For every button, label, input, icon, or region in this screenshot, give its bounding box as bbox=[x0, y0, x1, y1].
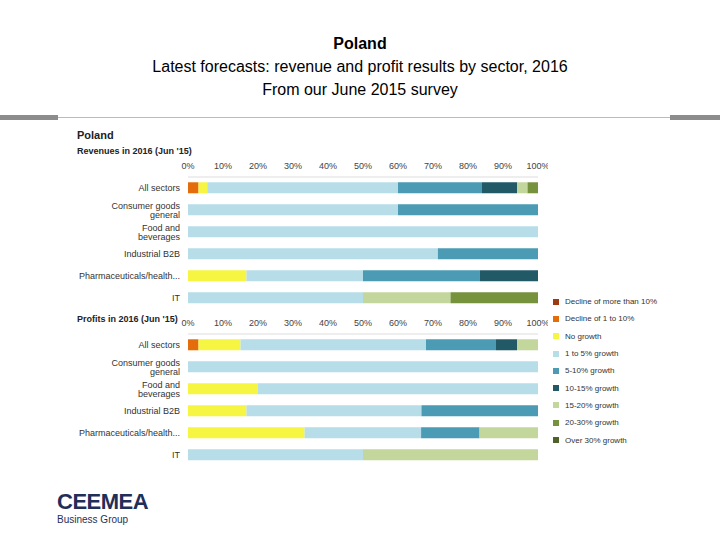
svg-text:10%: 10% bbox=[214, 161, 232, 171]
svg-text:70%: 70% bbox=[424, 318, 442, 328]
svg-text:60%: 60% bbox=[389, 161, 407, 171]
html-text:1 to 5% growth: 1 to 5% growth bbox=[565, 349, 619, 358]
html-text:15-20% growth: 15-20% growth bbox=[565, 400, 619, 410]
svg-text:40%: 40% bbox=[319, 161, 337, 171]
html-text:Over 30% growth: Over 30% growth bbox=[565, 435, 627, 445]
svg-text:90%: 90% bbox=[494, 161, 512, 171]
svg-text:30%: 30% bbox=[284, 161, 302, 171]
svg-text:0%: 0% bbox=[181, 161, 194, 171]
svg-text:Industrial B2B: Industrial B2B bbox=[124, 249, 180, 259]
svg-text:100%: 100% bbox=[526, 318, 548, 328]
svg-text:Consumer goodsgeneral: Consumer goodsgeneral bbox=[111, 358, 180, 377]
svg-text:50%: 50% bbox=[354, 161, 372, 171]
svg-text:Pharmaceuticals/health...: Pharmaceuticals/health... bbox=[79, 428, 180, 438]
svg-text:30%: 30% bbox=[284, 318, 302, 328]
svg-text:20%: 20% bbox=[249, 161, 267, 171]
html-text:Decline of 1 to 10%: Decline of 1 to 10% bbox=[565, 314, 635, 324]
svg-text:20%: 20% bbox=[249, 318, 267, 328]
html-text:Latest forecasts: revenue and: Latest forecasts: revenue and profit res… bbox=[152, 58, 568, 75]
svg-text:All sectors: All sectors bbox=[138, 340, 180, 350]
html-text:Business Group: Business Group bbox=[57, 514, 129, 525]
svg-text:Food andbeverages: Food andbeverages bbox=[138, 223, 181, 242]
html-text:Poland: Poland bbox=[333, 35, 387, 52]
svg-text:0%: 0% bbox=[181, 318, 194, 328]
svg-text:Consumer goodsgeneral: Consumer goodsgeneral bbox=[111, 201, 180, 220]
html-text:No growth: No growth bbox=[565, 331, 602, 341]
svg-text:70%: 70% bbox=[424, 161, 442, 171]
html-text:Revenues in 2016 (Jun '15): Revenues in 2016 (Jun '15) bbox=[77, 146, 192, 156]
svg-text:10%: 10% bbox=[214, 318, 232, 328]
svg-text:60%: 60% bbox=[389, 318, 407, 328]
html-text:5-10% growth: 5-10% growth bbox=[565, 366, 615, 376]
svg-text:Food andbeverages: Food andbeverages bbox=[138, 380, 181, 399]
html-text:20-30% growth: 20-30% growth bbox=[565, 418, 619, 428]
html-text:10-15% growth: 10-15% growth bbox=[565, 383, 619, 393]
svg-text:50%: 50% bbox=[354, 318, 372, 328]
html-text:Poland: Poland bbox=[77, 129, 114, 141]
svg-text:IT: IT bbox=[172, 293, 181, 303]
html-text:From our June 2015 survey: From our June 2015 survey bbox=[262, 81, 458, 98]
html-text:Profits in 2016 (Jun '15): Profits in 2016 (Jun '15) bbox=[77, 314, 178, 324]
svg-text:80%: 80% bbox=[459, 318, 477, 328]
html-text:Decline of more than 10%: Decline of more than 10% bbox=[565, 297, 658, 307]
svg-text:Industrial B2B: Industrial B2B bbox=[124, 406, 180, 416]
svg-text:IT: IT bbox=[172, 450, 181, 460]
html-text:CEEMEA: CEEMEA bbox=[57, 489, 149, 514]
svg-text:40%: 40% bbox=[319, 318, 337, 328]
svg-text:90%: 90% bbox=[494, 318, 512, 328]
svg-text:Pharmaceuticals/health...: Pharmaceuticals/health... bbox=[79, 271, 180, 281]
svg-text:100%: 100% bbox=[526, 161, 548, 171]
svg-text:80%: 80% bbox=[459, 161, 477, 171]
svg-text:All sectors: All sectors bbox=[138, 183, 180, 193]
